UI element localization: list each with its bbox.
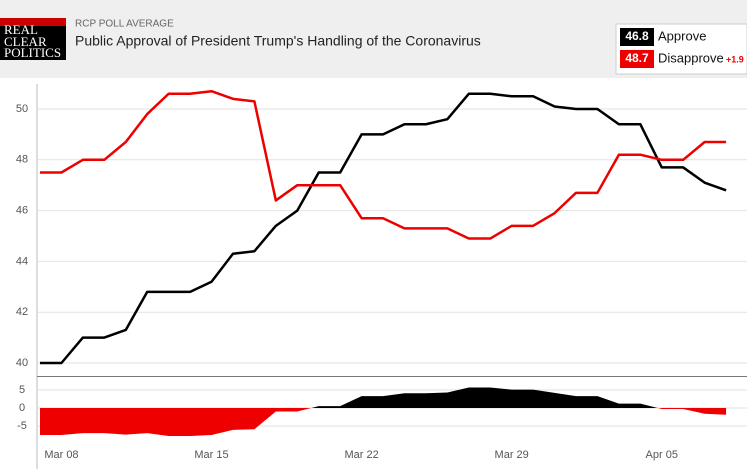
legend-value: 48.7 [625,51,649,65]
y-tick-label: 44 [16,255,28,267]
spread-area [40,387,727,437]
legend-label: Disapprove [658,50,724,65]
y-tick-label: 0 [19,402,25,414]
y-tick-label: 42 [16,306,28,318]
x-tick-label: Mar 29 [495,449,529,461]
series-line [40,89,727,240]
y-tick-label: 48 [16,154,28,166]
series-line [40,92,727,365]
legend-swatch [620,28,654,46]
y-tick-label: -5 [17,420,27,432]
y-tick-label: 40 [16,357,28,369]
y-tick-label: 50 [16,103,28,115]
y-tick-label: 5 [19,384,25,396]
logo-text: POLITICS [4,45,61,60]
logo-text: CLEAR [4,34,47,49]
legend-value: 46.8 [625,29,649,43]
x-tick-label: Apr 05 [646,449,678,461]
legend-swatch [620,50,654,68]
logo-text: REAL [4,22,38,37]
logo-accent [0,18,66,26]
chart-title: Public Approval of President Trump's Han… [75,33,481,49]
kicker: RCP POLL AVERAGE [75,19,174,30]
legend-label: Approve [658,28,706,43]
x-tick-label: Mar 08 [44,449,78,461]
x-tick-label: Mar 15 [194,449,228,461]
y-tick-label: 46 [16,205,28,217]
x-tick-label: Mar 22 [344,449,378,461]
legend-spread: +1.9 [726,54,744,64]
